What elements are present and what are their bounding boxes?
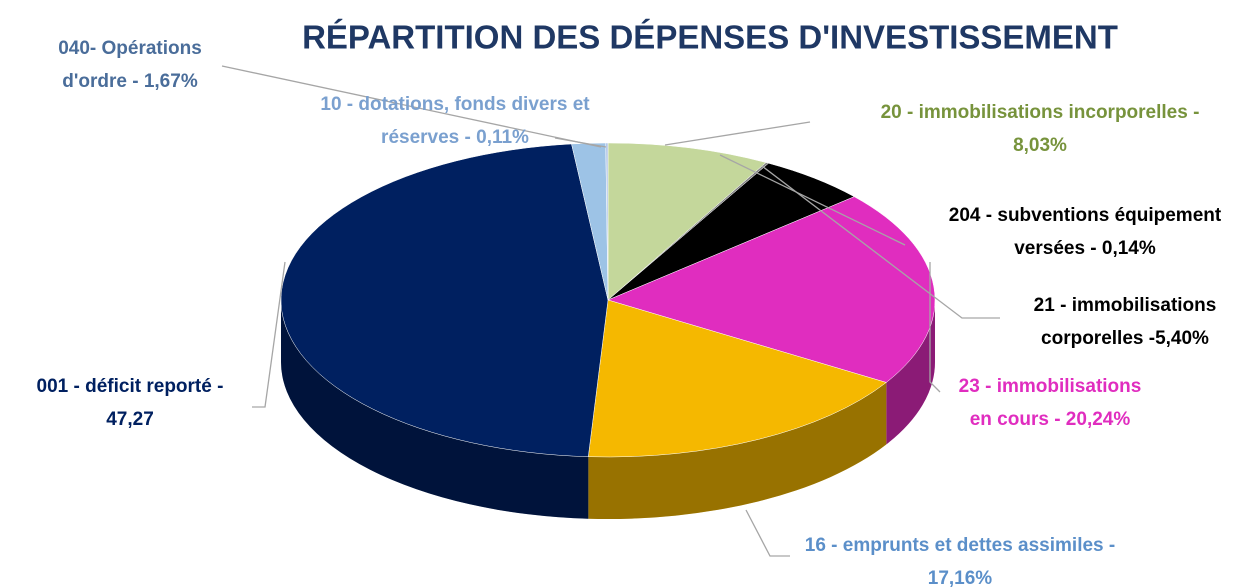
data-label: 47,27 xyxy=(106,409,154,430)
leader-line xyxy=(761,165,1000,319)
data-label: en cours - 20,24% xyxy=(970,409,1131,430)
slice-side xyxy=(588,382,887,519)
slice-side xyxy=(886,300,935,445)
slice xyxy=(607,196,936,383)
slice-side-shade xyxy=(588,382,887,519)
leader-line xyxy=(929,262,941,393)
data-label: 20 - immobilisations incorporelles - xyxy=(881,102,1200,123)
data-label: réserves - 0,11% xyxy=(381,127,529,148)
data-label: 8,03% xyxy=(1013,135,1067,156)
leader-line xyxy=(664,121,811,146)
slice-side-shade xyxy=(281,300,589,519)
data-label: 17,16% xyxy=(928,568,993,588)
slice-side-shade xyxy=(886,300,935,445)
slice-side xyxy=(281,300,589,519)
slice xyxy=(280,143,609,457)
leader-line xyxy=(719,154,906,246)
slice xyxy=(605,142,609,301)
slice xyxy=(607,142,767,301)
data-label: versées - 0,14% xyxy=(1014,238,1156,259)
data-label: 10 - dotations, fonds divers et xyxy=(320,94,590,115)
leader-line xyxy=(221,65,602,148)
data-label: 23 - immobilisations xyxy=(959,376,1142,397)
leader-line xyxy=(745,509,790,557)
data-label: corporelles -5,40% xyxy=(1041,328,1209,349)
slice xyxy=(588,299,887,458)
data-label: 040- Opérations xyxy=(58,38,202,59)
leader-line xyxy=(554,137,607,148)
data-label: d'ordre - 1,67% xyxy=(62,71,198,92)
data-label: 204 - subventions équipement xyxy=(949,205,1222,226)
data-label: 001 - déficit reporté - xyxy=(37,376,224,397)
data-label: 16 - emprunts et dettes assimiles - xyxy=(805,535,1115,556)
data-label: 21 - immobilisations xyxy=(1034,295,1217,316)
chart-title: RÉPARTITION DES DÉPENSES D'INVESTISSEMEN… xyxy=(302,19,1118,56)
leader-line xyxy=(252,261,286,408)
